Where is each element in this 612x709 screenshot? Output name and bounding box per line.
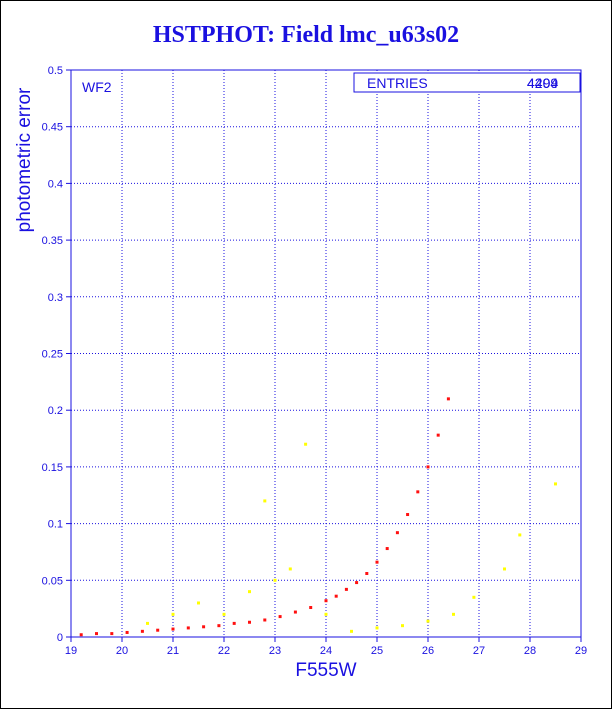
data-point bbox=[278, 615, 282, 619]
x-axis-label: F555W bbox=[295, 660, 356, 681]
data-point bbox=[146, 621, 149, 625]
data-point bbox=[171, 627, 175, 631]
x-tick-label: 23 bbox=[269, 645, 281, 657]
x-tick-label: 21 bbox=[167, 645, 179, 657]
data-point bbox=[263, 499, 267, 503]
y-tick-label: 0.05 bbox=[42, 575, 63, 587]
data-point bbox=[344, 587, 348, 591]
data-point bbox=[273, 578, 277, 582]
data-point bbox=[288, 567, 292, 571]
data-point bbox=[406, 513, 410, 517]
data-point bbox=[395, 531, 399, 535]
x-tick-label: 20 bbox=[116, 645, 128, 657]
data-point bbox=[202, 625, 206, 629]
data-point bbox=[446, 397, 450, 401]
data-point bbox=[472, 595, 476, 599]
data-point bbox=[324, 599, 328, 603]
data-point bbox=[95, 632, 98, 636]
y-tick-label: 0 bbox=[57, 632, 63, 644]
grid bbox=[70, 69, 582, 638]
data-point bbox=[156, 628, 160, 632]
stats-entries-value-overstrike: 4209 bbox=[527, 75, 558, 91]
data-point bbox=[416, 490, 420, 494]
data-point bbox=[375, 626, 379, 630]
stats-box-frame bbox=[353, 72, 581, 93]
chart-title: HSTPHOT: Field lmc_u63s02 bbox=[152, 22, 460, 48]
data-point bbox=[518, 533, 522, 537]
y-tick-label: 0.15 bbox=[42, 462, 63, 474]
data-point bbox=[452, 612, 455, 616]
data-points bbox=[79, 397, 557, 637]
x-tick-label: 19 bbox=[65, 645, 77, 657]
series-1 bbox=[146, 442, 557, 633]
stats-entries-label: ENTRIES bbox=[367, 75, 428, 91]
data-point bbox=[503, 567, 506, 571]
y-tick-labels: 0 0.05 0.1 0.15 0.2 0.25 0.3 0.35 0.4 0.45 0.5 bbox=[42, 65, 71, 644]
y-tick-label: 0.5 bbox=[48, 65, 63, 77]
data-point bbox=[140, 629, 144, 633]
data-point bbox=[401, 624, 404, 628]
data-point bbox=[365, 571, 369, 575]
data-point bbox=[436, 433, 440, 437]
x-tick-label: 26 bbox=[422, 645, 434, 657]
x-tick-label: 27 bbox=[473, 645, 485, 657]
x-tick-label: 24 bbox=[320, 645, 332, 657]
x-tick-labels: 19 20 21 22 23 24 25 26 27 28 29 bbox=[65, 637, 587, 657]
data-point bbox=[110, 632, 114, 636]
data-point bbox=[125, 630, 129, 634]
data-point bbox=[554, 482, 557, 486]
data-point bbox=[232, 621, 236, 625]
data-point bbox=[248, 590, 251, 594]
x-tick-label: 25 bbox=[371, 645, 383, 657]
x-tick-label: 28 bbox=[524, 645, 536, 657]
y-tick-label: 0.2 bbox=[48, 405, 63, 417]
stats-entries-value: 4494 bbox=[527, 75, 558, 91]
y-axis-label: photometric error bbox=[14, 87, 35, 232]
y-tick-label: 0.45 bbox=[42, 122, 63, 134]
data-point bbox=[248, 620, 251, 624]
data-point bbox=[309, 606, 313, 610]
data-point bbox=[375, 560, 379, 564]
data-point bbox=[197, 601, 200, 605]
x-tick-label: 22 bbox=[218, 645, 230, 657]
data-point bbox=[222, 612, 226, 616]
data-point bbox=[171, 612, 175, 616]
data-point bbox=[304, 442, 308, 446]
y-tick-label: 0.35 bbox=[42, 235, 63, 247]
data-point bbox=[293, 610, 297, 614]
data-point bbox=[263, 618, 267, 622]
y-tick-label: 0.25 bbox=[42, 349, 63, 361]
panel-label: WF2 bbox=[82, 79, 112, 95]
y-tick-label: 0.3 bbox=[48, 292, 63, 304]
y-tick-label: 0.1 bbox=[48, 519, 63, 531]
data-point bbox=[324, 612, 328, 616]
data-point bbox=[355, 581, 359, 585]
data-point bbox=[426, 465, 430, 469]
y-tick-label: 0.4 bbox=[48, 178, 63, 190]
data-point bbox=[350, 629, 353, 633]
data-point bbox=[186, 626, 190, 630]
data-point bbox=[334, 594, 338, 598]
data-point bbox=[385, 547, 389, 551]
data-point bbox=[426, 619, 430, 623]
stats-box: ENTRIES 4494 4209 bbox=[353, 72, 581, 93]
data-point bbox=[79, 633, 83, 637]
series-0 bbox=[79, 397, 450, 637]
x-tick-label: 29 bbox=[575, 645, 587, 657]
data-point bbox=[217, 624, 221, 628]
